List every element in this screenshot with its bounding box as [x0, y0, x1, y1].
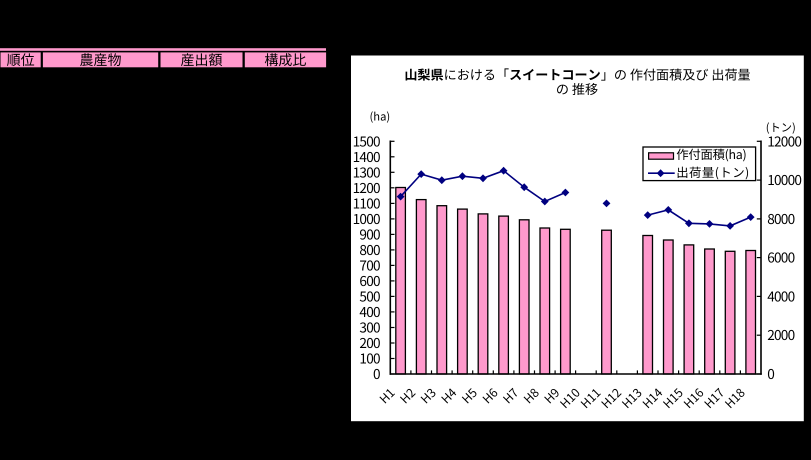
- svg-text:1200: 1200: [353, 177, 380, 197]
- svg-text:100: 100: [359, 348, 380, 368]
- svg-text:構成比: 構成比: [264, 50, 306, 70]
- svg-text:(トン): (トン): [766, 120, 796, 136]
- svg-text:800: 800: [359, 239, 380, 259]
- svg-text:8000: 8000: [767, 208, 794, 228]
- svg-text:600: 600: [359, 270, 380, 290]
- svg-text:10000: 10000: [767, 169, 801, 189]
- svg-text:0: 0: [767, 363, 774, 383]
- svg-text:700: 700: [359, 254, 380, 274]
- svg-text:300: 300: [359, 317, 380, 337]
- svg-text:農産物: 農産物: [80, 50, 122, 70]
- svg-text:産出額: 産出額: [181, 50, 223, 70]
- svg-text:出荷量(トン): 出荷量(トン): [676, 163, 749, 181]
- svg-text:200: 200: [359, 332, 380, 352]
- svg-text:作付面積(ha): 作付面積(ha): [676, 145, 746, 163]
- svg-text:山梨県における「スイートコーン」の 作付面積及び 出荷量: 山梨県における「スイートコーン」の 作付面積及び 出荷量: [404, 64, 750, 83]
- svg-text:1400: 1400: [353, 146, 380, 166]
- svg-text:1300: 1300: [353, 161, 380, 181]
- svg-text:1100: 1100: [353, 192, 380, 212]
- svg-text:1500: 1500: [353, 130, 380, 150]
- svg-text:6000: 6000: [767, 247, 794, 267]
- svg-text:順位: 順位: [7, 50, 35, 70]
- svg-text:500: 500: [359, 285, 380, 305]
- svg-text:4000: 4000: [767, 285, 794, 305]
- svg-text:0: 0: [373, 363, 380, 383]
- svg-text:の 推移: の 推移: [556, 79, 598, 98]
- svg-text:(ha): (ha): [370, 108, 391, 124]
- svg-text:12000: 12000: [767, 130, 801, 150]
- svg-text:900: 900: [359, 223, 380, 243]
- svg-text:1000: 1000: [353, 208, 380, 228]
- svg-text:2000: 2000: [767, 324, 794, 344]
- svg-text:400: 400: [359, 301, 380, 321]
